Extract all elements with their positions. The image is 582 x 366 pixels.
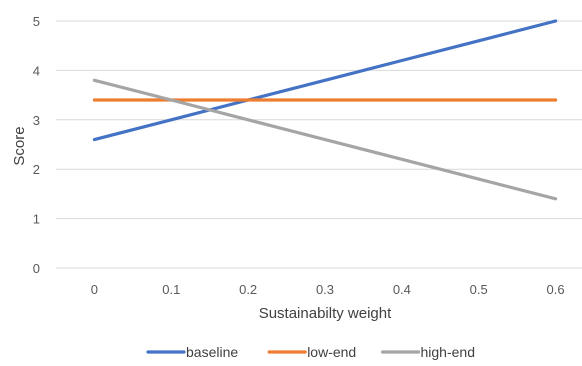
legend: baseline low-end high-end [146,344,476,360]
y-tick-label: 2 [33,162,40,177]
y-tick-label: 1 [33,212,40,227]
y-axis-tick-labels: 0 1 2 3 4 5 [33,14,40,276]
y-tick-label: 3 [33,113,40,128]
y-tick-label: 0 [33,261,40,276]
x-tick-label: 0 [91,282,98,297]
x-axis-tick-labels: 0 0.1 0.2 0.3 0.4 0.5 0.6 [91,282,565,297]
series-line-baseline [92,19,558,142]
legend-label-baseline: baseline [186,344,238,360]
y-tick-label: 4 [33,63,40,78]
y-axis-title: Score [11,126,28,165]
x-tick-label: 0.3 [316,282,334,297]
legend-label-high-end: high-end [421,344,476,360]
gridlines [56,20,582,269]
x-tick-label: 0.6 [547,282,565,297]
series-lines [92,19,558,201]
series-line-high-end [92,78,558,201]
y-tick-label: 5 [33,14,40,29]
x-tick-label: 0.5 [470,282,488,297]
x-tick-label: 0.4 [393,282,411,297]
x-axis-title: Sustainabilty weight [259,305,392,322]
legend-label-low-end: low-end [307,344,356,360]
x-tick-label: 0.1 [162,282,180,297]
x-tick-label: 0.2 [239,282,257,297]
